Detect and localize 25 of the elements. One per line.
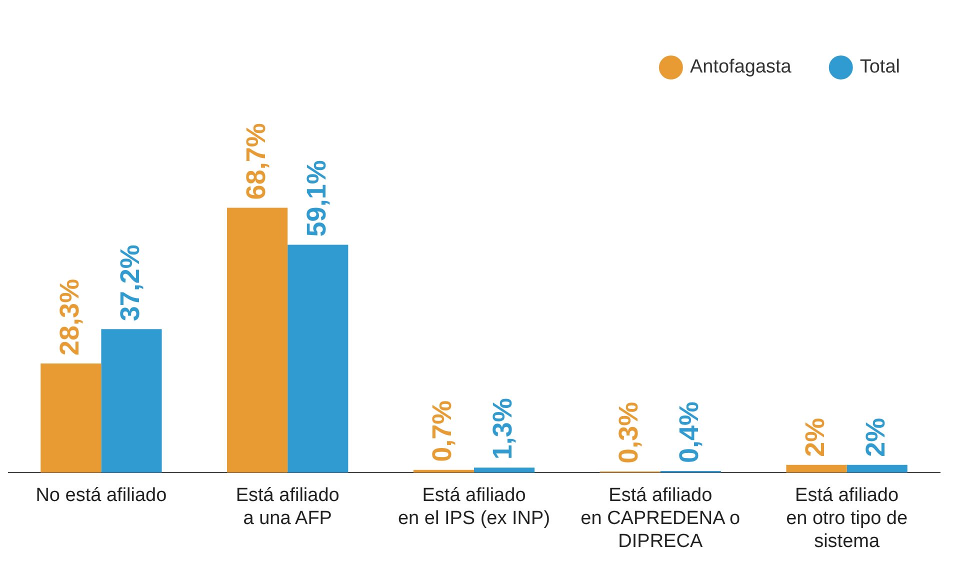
data-label: 68,7% — [240, 123, 271, 200]
data-label: 0,3% — [614, 402, 644, 464]
legend-label: Antofagasta — [690, 56, 792, 78]
bar — [413, 470, 474, 473]
x-tick-label: Está afiliado a una AFP — [236, 485, 340, 530]
x-tick-label: No está afiliado — [36, 485, 167, 506]
bar — [846, 464, 908, 473]
x-tick-label: Está afiliado en CAPREDENA o DIPRECA — [580, 485, 740, 552]
data-label: 0,7% — [427, 400, 458, 462]
data-label: 37,2% — [114, 244, 145, 322]
bar — [101, 329, 162, 473]
data-label: 59,1% — [301, 160, 332, 237]
data-label: 28,3% — [54, 278, 84, 356]
bar — [40, 363, 102, 473]
data-label: 0,4% — [674, 402, 704, 464]
data-label: 2% — [800, 418, 830, 457]
data-label: 2% — [860, 418, 891, 457]
bar — [474, 468, 535, 473]
bar — [288, 244, 348, 473]
x-tick-label: Está afiliado en otro tipo de sistema — [786, 485, 908, 552]
bar — [786, 464, 847, 473]
legend-label: Total — [860, 56, 900, 78]
data-label: 1,3% — [488, 398, 518, 460]
x-tick-label: Está afiliado en el IPS (ex INP) — [398, 485, 550, 530]
bar — [227, 208, 288, 473]
